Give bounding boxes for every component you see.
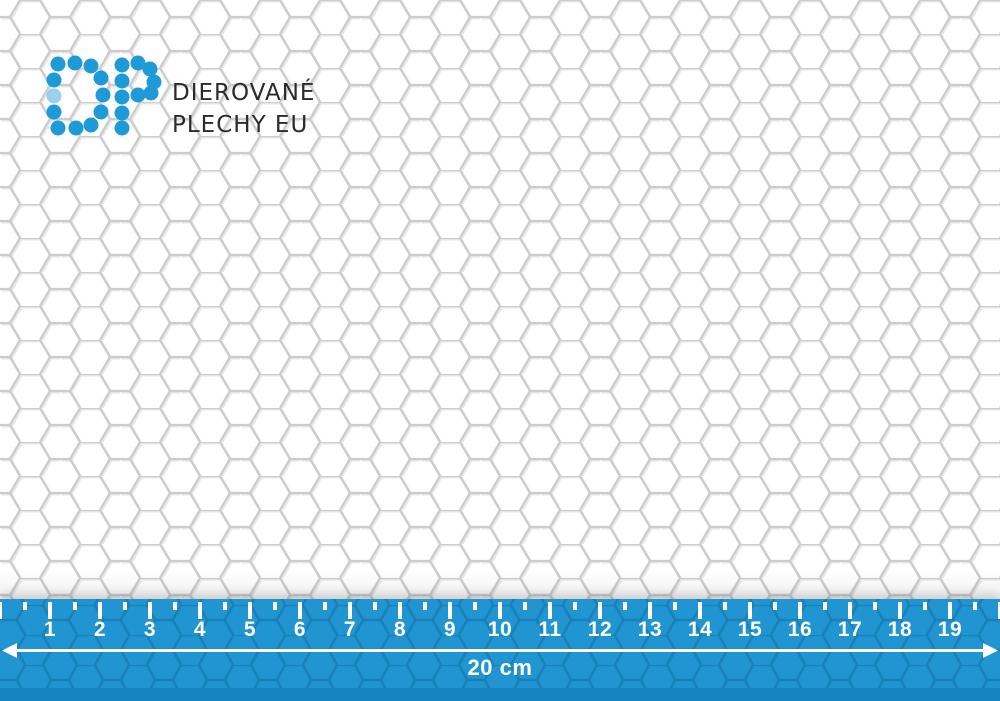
arrow-right-icon xyxy=(983,643,998,658)
ruler-minor-tick xyxy=(223,602,227,610)
logo-dot xyxy=(114,89,130,105)
logo-dot xyxy=(46,88,62,104)
ruler-minor-tick xyxy=(23,602,27,610)
logo-dot xyxy=(68,120,84,136)
logo-dot xyxy=(67,55,83,71)
logo-dot xyxy=(46,72,62,88)
ruler-major-tick xyxy=(598,602,602,619)
dimension-arrow xyxy=(2,643,998,658)
ruler-minor-tick xyxy=(273,602,277,610)
ruler-minor-tick xyxy=(73,602,77,610)
logo-dot xyxy=(83,117,99,133)
logo-dot xyxy=(93,70,109,86)
ruler-bottom-strip xyxy=(0,688,1000,701)
ruler-cm-number: 16 xyxy=(787,618,813,641)
logo-dot xyxy=(50,56,66,72)
ruler-major-tick xyxy=(948,602,952,619)
arrow-left-icon xyxy=(2,643,17,658)
logo-dot xyxy=(143,85,159,101)
logo-line1: DIEROVANÉ xyxy=(172,80,316,106)
ruler-cm-number: 15 xyxy=(737,618,763,641)
logo-dot xyxy=(114,57,130,73)
ruler-major-tick xyxy=(498,602,502,619)
logo-dot xyxy=(130,87,146,103)
ruler-minor-tick xyxy=(673,602,677,610)
ruler-cm-number: 3 xyxy=(143,618,157,641)
dimension-label: 20 cm xyxy=(467,655,533,680)
ruler-minor-tick xyxy=(623,602,627,610)
ruler-minor-tick xyxy=(523,602,527,610)
ruler-major-tick xyxy=(448,602,452,619)
ruler-major-tick xyxy=(798,602,802,619)
ruler-cm-number: 18 xyxy=(887,618,913,641)
ruler-cm-number: 9 xyxy=(443,618,457,641)
ruler-major-tick xyxy=(398,602,402,619)
logo-dot xyxy=(130,55,146,71)
ruler-cm-number: 7 xyxy=(343,618,357,641)
ruler-major-tick xyxy=(348,602,352,619)
ruler-minor-tick xyxy=(773,602,777,610)
ruler-cm-number: 12 xyxy=(587,618,613,641)
ruler-cm-number: 5 xyxy=(243,618,257,641)
ruler-minor-tick xyxy=(323,602,327,610)
ruler-cm-number: 14 xyxy=(687,618,713,641)
ruler-major-tick xyxy=(548,602,552,619)
logo-text: DIEROVANÉ PLECHY EU xyxy=(172,82,315,137)
ruler-minor-tick xyxy=(373,602,377,610)
ruler-cm-number: 6 xyxy=(293,618,307,641)
ruler-major-tick xyxy=(698,602,702,619)
ruler-major-tick xyxy=(0,602,2,619)
ruler-minor-tick xyxy=(823,602,827,610)
ruler: 1 2 3 4 5 6 7 8 9 10 11 12 13 14 15 16 17 18 19 20 cm xyxy=(0,599,1000,701)
ruler-minor-tick xyxy=(473,602,477,610)
ruler-minor-tick xyxy=(123,602,127,610)
ruler-major-tick xyxy=(998,602,1000,619)
ruler-cm-number: 17 xyxy=(837,618,863,641)
logo-dot xyxy=(95,87,111,103)
ruler-cm-number: 19 xyxy=(937,618,963,641)
ruler-major-tick xyxy=(248,602,252,619)
logo-dot xyxy=(114,73,130,89)
ruler-major-tick xyxy=(198,602,202,619)
logo-dot xyxy=(114,105,130,121)
logo-line2: PLECHY EU xyxy=(172,112,309,138)
ruler-cm-number: 13 xyxy=(637,618,663,641)
logo-dot xyxy=(93,104,109,120)
hexagon-mesh-background xyxy=(0,0,1000,599)
ruler-cm-number: 4 xyxy=(193,618,207,641)
logo-dot xyxy=(50,120,66,136)
ruler-minor-tick xyxy=(173,602,177,610)
logo-dot xyxy=(46,104,62,120)
ruler-major-tick xyxy=(648,602,652,619)
ruler-major-tick xyxy=(98,602,102,619)
ruler-major-tick xyxy=(148,602,152,619)
ruler-minor-tick xyxy=(723,602,727,610)
ruler-cm-number: 2 xyxy=(93,618,107,641)
ruler-minor-tick xyxy=(573,602,577,610)
ruler-cm-number: 1 xyxy=(43,618,57,641)
ruler-minor-tick xyxy=(873,602,877,610)
ruler-major-tick xyxy=(48,602,52,619)
logo-dot xyxy=(142,61,158,77)
ruler-major-tick xyxy=(898,602,902,619)
ruler-major-tick xyxy=(748,602,752,619)
ruler-minor-tick xyxy=(423,602,427,610)
ruler-major-tick xyxy=(848,602,852,619)
ruler-cm-number: 10 xyxy=(487,618,513,641)
ruler-cm-number: 11 xyxy=(538,618,562,641)
ruler-minor-tick xyxy=(923,602,927,610)
ruler-major-tick xyxy=(298,602,302,619)
logo-dot xyxy=(83,58,99,74)
ruler-minor-tick xyxy=(973,602,977,610)
ruler-cm-number: 8 xyxy=(393,618,407,641)
logo-dot xyxy=(114,120,130,136)
